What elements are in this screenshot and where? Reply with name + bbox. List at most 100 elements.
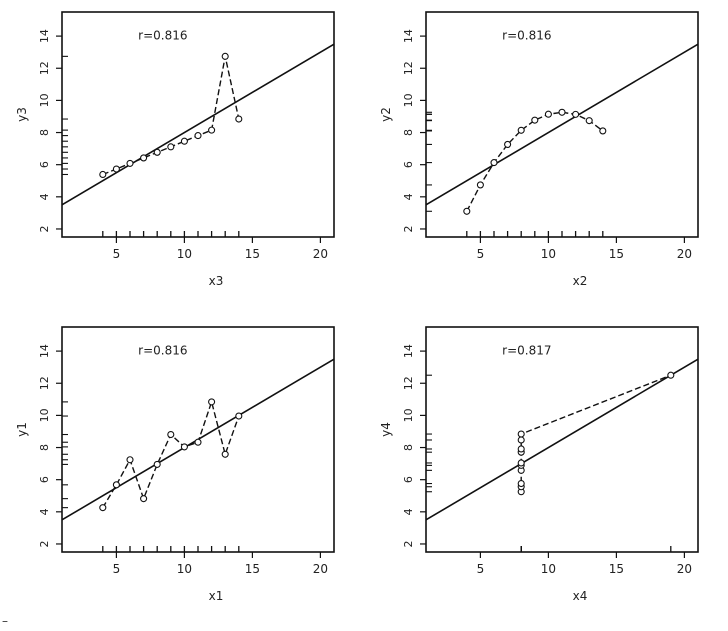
x-axis-label: x3 <box>209 274 224 288</box>
x-tick-label: 20 <box>313 562 328 576</box>
data-point <box>585 117 593 125</box>
x-tick-label: 10 <box>541 247 556 261</box>
data-point <box>153 460 161 468</box>
data-point <box>140 495 148 503</box>
x-tick-label: 5 <box>477 562 485 576</box>
y-tick-label: 4 <box>38 193 51 200</box>
x-tick-label: 15 <box>245 247 260 261</box>
y-tick-label: 14 <box>402 344 415 358</box>
y-tick-label: 8 <box>402 129 415 136</box>
data-point <box>517 479 525 488</box>
data-point <box>99 170 107 179</box>
regression-line <box>426 358 698 521</box>
y-tick-label: 2 <box>38 225 51 232</box>
chart-panel-top-right: 5 10 15 20 2 4 6 8 10 12 14 x2 y2 r=0.816 <box>364 0 728 315</box>
chart-panel-top-left: 5 10 15 20 2 4 6 8 10 12 14 x3 y3 r=0.816 <box>0 0 364 315</box>
x-tick-label: 5 <box>477 247 485 261</box>
y-axis-label: y4 <box>379 422 393 437</box>
x-tick-label: 20 <box>313 247 328 261</box>
x-tick-label: 10 <box>177 247 192 261</box>
data-point <box>599 127 607 135</box>
y-tick-label: 6 <box>402 161 415 168</box>
x-tick-label: 20 <box>677 247 692 261</box>
data-point <box>180 443 188 451</box>
x-tick-label: 20 <box>677 562 692 576</box>
data-point <box>517 436 525 444</box>
data-point <box>112 481 120 489</box>
y-tick-label: 2 <box>402 540 415 547</box>
data-point <box>235 115 243 123</box>
data-point <box>667 371 675 379</box>
y-tick-label: 12 <box>38 61 51 75</box>
x-tick-label: 15 <box>245 562 260 576</box>
x-tick-label: 10 <box>541 562 556 576</box>
y-tick-label: 6 <box>38 161 51 168</box>
data-point <box>208 398 216 406</box>
data-point <box>167 430 175 439</box>
x-axis-label: x1 <box>209 589 224 603</box>
scatter-plot-svg: 5 10 15 20 2 4 6 8 10 12 14 x4 y4 r=0.817 <box>379 326 699 603</box>
y-tick-label: 4 <box>402 508 415 515</box>
y-tick-label: 8 <box>38 444 51 451</box>
data-point <box>490 159 498 167</box>
y-tick-label: 4 <box>402 193 415 200</box>
y-tick-label: 10 <box>402 93 415 107</box>
data-point <box>504 140 512 148</box>
x-axis-label: x2 <box>573 274 588 288</box>
y-tick-label: 8 <box>38 129 51 136</box>
data-point <box>194 438 202 446</box>
correlation-annotation: r=0.816 <box>138 343 187 357</box>
x-tick-label: 5 <box>113 247 121 261</box>
data-point <box>517 459 525 467</box>
data-point <box>531 116 539 124</box>
y-tick-label: 14 <box>38 344 51 358</box>
data-point <box>153 148 161 156</box>
data-point <box>517 126 525 134</box>
x-tick-label: 5 <box>113 562 121 576</box>
data-point <box>99 504 107 512</box>
regression-line <box>426 43 698 206</box>
correlation-annotation: r=0.816 <box>502 28 551 42</box>
y-tick-label: 8 <box>402 444 415 451</box>
y-tick-label: 14 <box>38 29 51 43</box>
x-tick-label: 15 <box>609 247 624 261</box>
y-tick-label: 10 <box>402 408 415 422</box>
data-point <box>180 137 188 145</box>
data-point <box>140 154 148 162</box>
lowess-line <box>102 56 240 176</box>
y-tick-label: 2 <box>402 225 415 232</box>
data-point <box>221 52 229 60</box>
data-point <box>221 450 229 458</box>
chart-panel-bottom-left: 5 10 15 20 2 4 6 8 10 12 14 x1 y1 r=0.816 <box>0 315 364 630</box>
y-tick-label: 6 <box>38 476 51 483</box>
scatter-plot-svg: 5 10 15 20 2 4 6 8 10 12 14 x2 y2 r=0.816 <box>379 11 699 288</box>
y-axis-label: y2 <box>379 107 393 122</box>
corner-mark: – <box>2 614 8 628</box>
data-point <box>558 108 566 116</box>
y-tick-label: 14 <box>402 29 415 43</box>
y-tick-label: 10 <box>38 408 51 422</box>
data-point <box>463 207 471 215</box>
x-axis-label: x4 <box>573 589 588 603</box>
x-tick-label: 10 <box>177 562 192 576</box>
data-point <box>476 181 484 189</box>
chart-panel-bottom-right: 5 10 15 20 2 4 6 8 10 12 14 x4 y4 r=0.817 <box>364 315 728 630</box>
y-tick-label: 4 <box>38 508 51 515</box>
y-tick-label: 6 <box>402 476 415 483</box>
y-axis-label: y1 <box>15 422 29 437</box>
scatter-plot-svg: 5 10 15 20 2 4 6 8 10 12 14 x1 y1 r=0.816 <box>15 326 335 603</box>
data-point <box>112 165 120 173</box>
y-tick-label: 2 <box>38 540 51 547</box>
data-point <box>517 445 525 453</box>
lowess-line <box>466 111 604 212</box>
data-point <box>517 430 525 438</box>
scatter-plot-svg: 5 10 15 20 2 4 6 8 10 12 14 x3 y3 r=0.816 <box>15 11 335 288</box>
y-tick-label: 12 <box>402 61 415 75</box>
data-point <box>208 126 216 134</box>
x-tick-label: 15 <box>609 562 624 576</box>
correlation-annotation: r=0.817 <box>502 343 551 357</box>
y-axis-label: y3 <box>15 107 29 122</box>
data-point <box>194 132 202 140</box>
data-point <box>126 456 134 464</box>
